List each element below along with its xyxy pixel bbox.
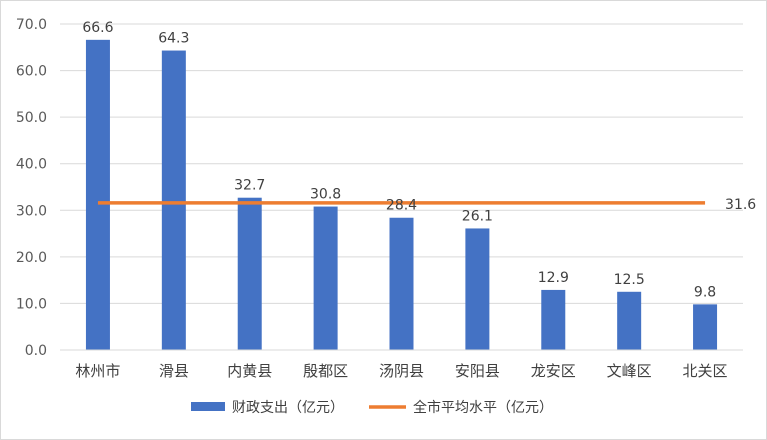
bars [85,39,718,350]
bar-data-label: 28.4 [386,198,417,214]
bar-data-label: 30.8 [310,187,341,203]
x-axis-categories: 林州市 滑县 内黄县 殷都区 汤阴县 安阳县 龙安区 文峰区 北关区 [75,362,727,380]
average-line-label: 31.6 [725,197,756,213]
y-tick-label: 10.0 [16,296,47,312]
y-tick-label: 60.0 [16,64,47,80]
bar [313,206,338,350]
bar [693,304,718,350]
bar-data-label: 26.1 [462,208,493,224]
y-tick-label: 50.0 [16,110,47,126]
x-category-label: 滑县 [159,362,189,380]
x-category-label: 北关区 [683,362,728,380]
bar [237,197,262,350]
x-category-label: 安阳县 [455,362,500,380]
x-category-label: 殷都区 [303,362,348,380]
average-line-group: 31.6 [97,197,756,213]
legend: 财政支出（亿元） 全市平均水平（亿元） [191,399,553,416]
y-tick-label: 30.0 [16,203,47,219]
bar [389,217,414,350]
x-category-label: 文峰区 [607,362,652,380]
legend-swatch-bar [191,402,225,411]
bar-data-label: 12.9 [538,270,569,286]
bar [85,39,110,350]
y-axis-ticks: 0.0 10.0 20.0 30.0 40.0 50.0 60.0 70.0 [16,17,47,359]
y-tick-label: 20.0 [16,250,47,266]
legend-label-bar: 财政支出（亿元） [232,400,344,416]
bar-data-label: 32.7 [234,178,265,194]
x-category-label: 林州市 [75,362,120,380]
y-tick-label: 0.0 [25,343,47,359]
bar-data-label: 12.5 [614,272,645,288]
bar-data-label: 66.6 [82,20,113,36]
data-labels: 66.6 64.3 32.7 30.8 28.4 26.1 12.9 12.5 9.8 [82,20,716,301]
bar-data-label: 64.3 [158,31,189,47]
x-category-label: 内黄县 [227,362,272,380]
bar [161,50,186,350]
x-category-label: 汤阴县 [379,362,424,380]
y-tick-label: 40.0 [16,157,47,173]
bar-data-label: 9.8 [694,284,716,300]
legend-label-line: 全市平均水平（亿元） [413,399,553,416]
bar [465,228,490,350]
bar [541,289,566,350]
y-tick-label: 70.0 [16,17,47,33]
x-category-label: 龙安区 [531,362,576,380]
bar [617,291,642,350]
